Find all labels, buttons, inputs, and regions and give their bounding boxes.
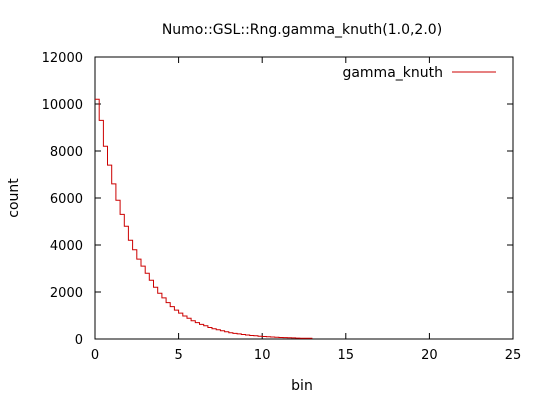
x-tick-label: 10 [254,348,271,363]
legend-label: gamma_knuth [342,65,443,81]
x-tick-label: 5 [174,348,182,363]
y-tick-label: 2000 [50,286,83,301]
x-tick-label: 20 [421,348,438,363]
x-tick-label: 0 [91,348,99,363]
x-tick-label: 25 [505,348,522,363]
y-tick-label: 6000 [50,192,83,207]
series-gamma-knuth-step-line [95,98,313,339]
legend: gamma_knuth [342,65,496,81]
plot-frame [94,56,514,340]
x-axis-label: bin [291,378,313,394]
x-axis: 0 5 10 15 20 25 [91,57,521,363]
y-tick-label: 12000 [42,51,83,66]
y-tick-label: 0 [75,333,83,348]
y-axis-label: count [6,178,22,218]
x-tick-label: 15 [338,348,355,363]
chart-title: Numo::GSL::Rng.gamma_knuth(1.0,2.0) [162,22,442,38]
y-axis: 0 2000 4000 6000 8000 10000 12000 [42,51,513,348]
y-tick-label: 8000 [50,145,83,160]
y-tick-label: 10000 [42,98,83,113]
y-tick-label: 4000 [50,239,83,254]
